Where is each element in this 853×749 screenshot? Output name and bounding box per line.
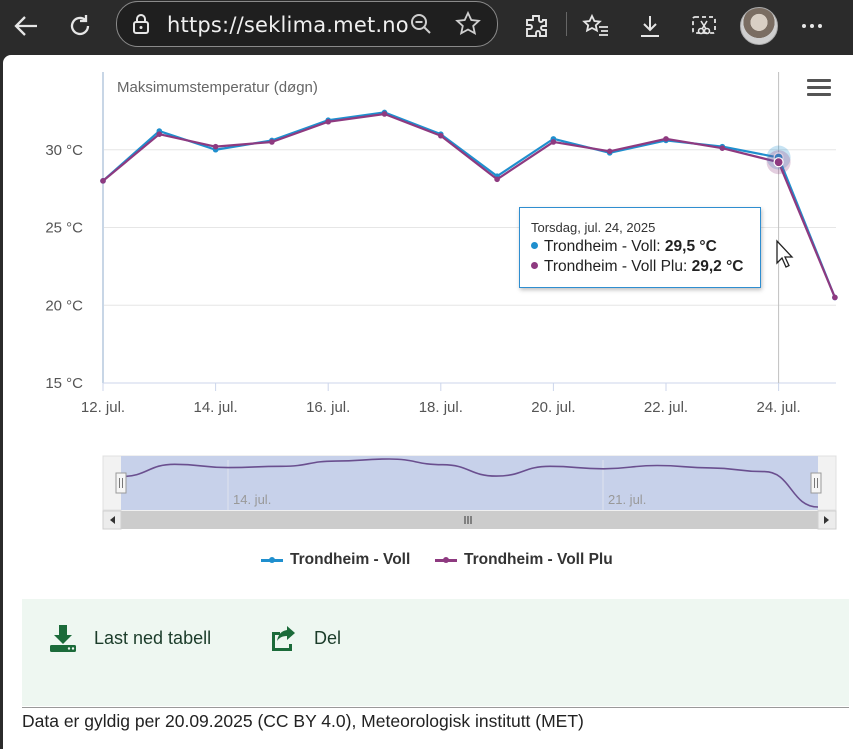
toolbar-separator [566, 12, 567, 36]
data-point [100, 178, 106, 184]
zoom-out-icon[interactable] [409, 12, 433, 41]
legend-symbol [261, 554, 283, 566]
scroll-left-icon [110, 516, 115, 524]
browser-toolbar: https://seklima.met.no [0, 0, 853, 52]
share-icon [272, 626, 295, 651]
footer-text: Data er gyldig per 20.09.2025 (CC BY 4.0… [22, 711, 584, 731]
legend-item-voll[interactable]: Trondheim - Voll [261, 551, 410, 569]
screen-capture-icon[interactable] [686, 8, 722, 44]
chart-menu-icon[interactable] [807, 77, 833, 99]
navigator-series-line [120, 458, 819, 508]
page-content: Maksimumstemperatur (døgn) 15 °C 20 °C 25 … [3, 55, 853, 749]
x-tick-label: 20. jul. [531, 399, 575, 416]
chart-title: Maksimumstemperatur (døgn) [117, 79, 318, 96]
navigator-label: 21. jul. [608, 492, 646, 507]
data-point [269, 139, 275, 145]
back-arrow-icon[interactable] [8, 8, 44, 44]
favorites-list-icon[interactable] [578, 8, 614, 44]
legend-item-voll-plu[interactable]: Trondheim - Voll Plu [435, 551, 613, 569]
legend-symbol [435, 554, 457, 566]
footer-divider [22, 707, 849, 708]
data-point [156, 131, 163, 137]
x-tick-label: 24. jul. [756, 399, 800, 416]
tooltip-row-voll: Trondheim - Voll: 29,5 °C [531, 238, 717, 256]
url-text[interactable]: https://seklima.met.no [167, 13, 409, 37]
data-point [832, 294, 838, 301]
data-point [494, 176, 500, 183]
address-bar[interactable]: https://seklima.met.no [116, 1, 498, 47]
navigator-label: 14. jul. [233, 492, 271, 507]
navigator-scrollbar-thumb[interactable] [121, 511, 818, 529]
series-line-1 [102, 112, 836, 298]
scroll-right-icon [824, 516, 829, 524]
series-dot-icon [531, 262, 538, 269]
data-point [438, 132, 444, 139]
tooltip-row-voll-plu: Trondheim - Voll Plu: 29,2 °C [531, 258, 743, 276]
x-tick-label: 22. jul. [644, 399, 688, 416]
data-point [550, 139, 557, 145]
y-tick-label: 20 °C [45, 297, 83, 314]
data-point [663, 136, 669, 142]
x-tick-label: 14. jul. [193, 399, 237, 416]
download-table-label[interactable]: Last ned tabell [94, 627, 212, 648]
navigator-selection [121, 456, 818, 510]
series-dot-icon [531, 242, 538, 249]
y-tick-label: 15 °C [45, 375, 83, 392]
action-panel: Last ned tabell Del [22, 599, 849, 706]
favorite-star-icon[interactable] [455, 10, 481, 42]
data-point [325, 118, 332, 125]
y-tick-label: 25 °C [45, 220, 83, 237]
navigator-handle-left[interactable] [115, 472, 127, 494]
range-navigator: 14. jul. 21. jul. [102, 455, 837, 530]
data-point [606, 148, 613, 155]
chart-tooltip: Torsdag, jul. 24, 2025 Trondheim - Voll:… [519, 207, 761, 288]
x-tick-label: 18. jul. [419, 399, 463, 416]
lock-icon[interactable] [131, 13, 151, 40]
extensions-icon[interactable] [518, 8, 554, 44]
download-table-button[interactable]: Last ned tabell [48, 623, 211, 653]
mouse-cursor-icon [776, 239, 794, 268]
tooltip-date: Torsdag, jul. 24, 2025 [531, 220, 656, 235]
more-menu-icon[interactable] [794, 8, 830, 44]
highlight-point [773, 157, 784, 168]
data-point [212, 143, 219, 150]
x-tick-label: 16. jul. [306, 399, 350, 416]
download-icon[interactable] [632, 8, 668, 44]
data-point [381, 111, 388, 117]
x-tick-label: 12. jul. [81, 399, 125, 416]
scrollbar-grip-icon [464, 516, 472, 524]
profile-avatar[interactable] [740, 7, 778, 45]
share-button[interactable]: Del [268, 623, 341, 653]
y-tick-label: 30 °C [45, 142, 83, 159]
navigator-handle-right[interactable] [810, 472, 822, 494]
share-label[interactable]: Del [314, 627, 342, 648]
temperature-chart: Maksimumstemperatur (døgn) 15 °C 20 °C 25 … [45, 72, 838, 530]
data-point [719, 145, 726, 151]
download-table-icon [50, 625, 76, 652]
reload-icon[interactable] [62, 8, 98, 44]
